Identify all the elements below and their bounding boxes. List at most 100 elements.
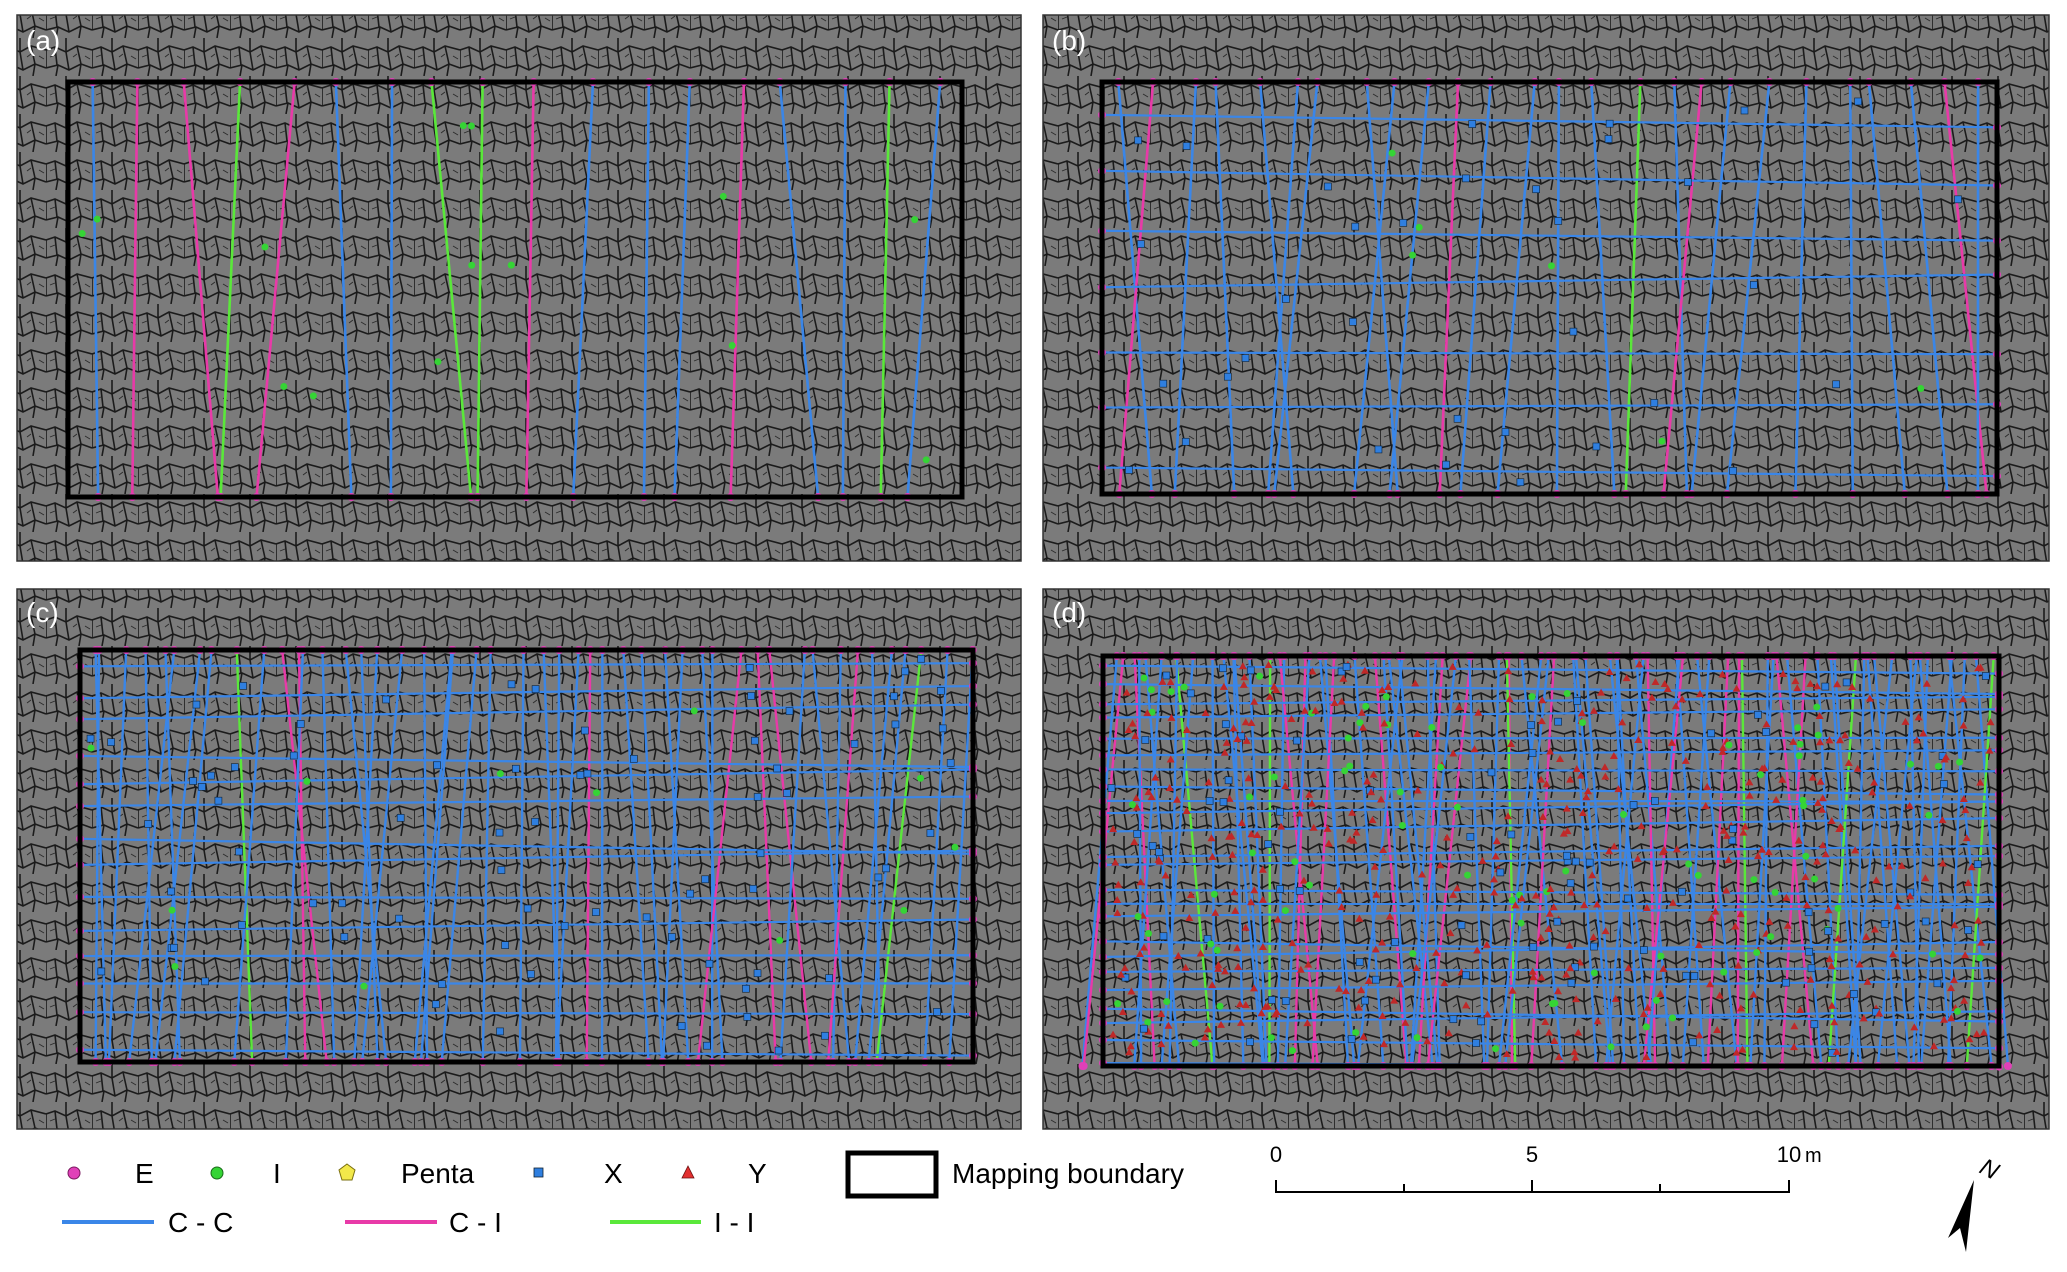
y-node — [1257, 1009, 1266, 1017]
y-node — [1354, 1003, 1363, 1011]
y-node — [1442, 833, 1451, 841]
x-node — [1134, 136, 1142, 145]
x-node — [527, 970, 535, 978]
y-node — [1258, 865, 1267, 873]
i-node — [1396, 788, 1404, 796]
branch-line — [1785, 655, 1823, 1067]
x-node — [1487, 768, 1496, 777]
legend-label: C - C — [168, 1207, 233, 1238]
y-node — [1449, 890, 1458, 898]
x-node — [296, 720, 305, 728]
y-node — [1749, 990, 1758, 998]
y-node — [1959, 695, 1968, 703]
x-node — [1567, 979, 1576, 987]
x-node — [891, 720, 900, 729]
y-node — [1659, 964, 1668, 972]
i-node — [261, 243, 269, 251]
branch-line — [353, 649, 379, 1063]
branch-line — [554, 649, 561, 1063]
y-node — [1517, 894, 1526, 902]
y-node — [1764, 848, 1773, 856]
branch-line — [1278, 655, 1319, 1067]
y-node — [1367, 788, 1376, 796]
branch-line — [1780, 655, 1807, 1067]
x-node-icon — [533, 1167, 544, 1178]
branch-line — [1555, 81, 1561, 495]
y-node — [1258, 943, 1267, 951]
i-node — [1388, 149, 1396, 157]
i-node — [719, 192, 727, 200]
y-node — [1111, 858, 1120, 866]
i-node — [1725, 741, 1733, 749]
y-node — [1385, 912, 1394, 920]
i-node — [1305, 881, 1313, 889]
x-node — [1472, 1039, 1480, 1047]
y-node — [1541, 1018, 1550, 1026]
branch-line — [1673, 81, 1689, 495]
x-node — [1750, 281, 1758, 289]
y-node — [1273, 915, 1282, 923]
y-node — [1118, 1008, 1127, 1016]
panel-label: (c) — [26, 597, 59, 628]
i-node — [1246, 793, 1254, 801]
y-node — [1964, 879, 1973, 887]
x-node — [1501, 428, 1510, 436]
y-node — [1835, 824, 1844, 832]
branch-line — [91, 81, 100, 498]
i-node — [1163, 998, 1171, 1006]
x-node — [1347, 1035, 1356, 1043]
i-node — [1491, 1045, 1499, 1053]
y-node — [1423, 1037, 1432, 1045]
y-node — [1281, 782, 1290, 790]
y-node — [1504, 812, 1513, 820]
branch-line — [1276, 655, 1286, 1067]
i-node — [1352, 1029, 1360, 1037]
y-node — [1582, 793, 1591, 801]
x-node — [581, 726, 589, 735]
i-node — [1256, 672, 1264, 680]
y-node — [1504, 667, 1513, 675]
y-node — [1239, 680, 1248, 688]
x-node — [1678, 887, 1686, 896]
mapping-boundary — [1099, 79, 2000, 497]
y-node — [1379, 846, 1388, 854]
x-node — [1964, 926, 1972, 934]
y-node — [1240, 673, 1249, 681]
x-node — [705, 959, 714, 968]
x-node — [937, 687, 945, 695]
y-node — [1378, 1012, 1387, 1020]
x-node — [523, 904, 532, 913]
y-node — [1789, 1043, 1798, 1051]
x-node — [1604, 135, 1613, 143]
branch-line — [1117, 81, 1155, 495]
branch-line — [1690, 81, 1732, 495]
scale-tick-label: 0 — [1270, 1142, 1282, 1167]
i-node — [1795, 752, 1803, 760]
branch-line — [779, 649, 807, 1063]
y-node — [1126, 1042, 1135, 1050]
y-node — [1352, 828, 1361, 836]
y-node — [1363, 777, 1372, 785]
i-node — [496, 770, 504, 778]
y-node — [1818, 794, 1827, 802]
branch-line — [1608, 655, 1653, 1067]
x-node — [1351, 222, 1360, 231]
x-node — [496, 1027, 504, 1036]
scale-unit: m — [1805, 1145, 1822, 1167]
y-node — [1566, 775, 1575, 783]
y-node — [1208, 852, 1217, 860]
branch-line — [481, 649, 492, 1063]
branch-line — [1642, 655, 1685, 1067]
y-node — [1959, 721, 1968, 729]
branch-line — [906, 81, 942, 498]
i-node — [1620, 810, 1628, 818]
i-node — [1590, 969, 1598, 977]
x-node — [1293, 736, 1301, 745]
panel-label: (a) — [26, 25, 60, 56]
branch-line — [79, 849, 974, 866]
y-node — [1851, 846, 1860, 854]
x-node — [1585, 858, 1594, 867]
y-node — [1378, 938, 1387, 946]
x-node — [745, 663, 754, 672]
panel-background — [1042, 14, 2050, 562]
